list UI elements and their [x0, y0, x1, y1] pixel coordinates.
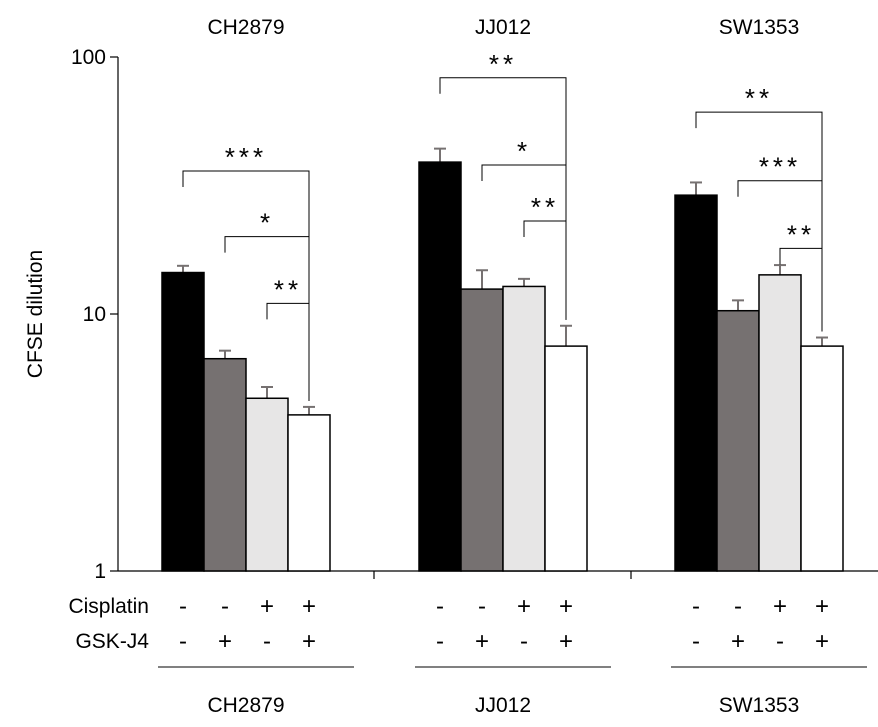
gsk-j4-sign: +	[731, 628, 745, 655]
cisplatin-sign: +	[559, 593, 573, 620]
bar	[544, 345, 588, 572]
significance-label: *	[260, 208, 274, 238]
bar	[245, 397, 289, 572]
gsk-j4-sign: +	[559, 628, 573, 655]
group-title-bottom: CH2879	[207, 694, 284, 717]
bar	[758, 274, 802, 572]
significance-label: ***	[759, 152, 801, 182]
gsk-j4-sign: -	[436, 628, 444, 655]
y-tick-label: 100	[71, 46, 106, 69]
y-tick-label: 10	[83, 303, 106, 326]
significance-label: **	[531, 192, 559, 222]
cisplatin-sign: -	[221, 593, 229, 620]
bar	[674, 194, 718, 572]
bar	[203, 357, 247, 572]
cisplatin-sign: +	[815, 593, 829, 620]
gsk-j4-sign: -	[263, 628, 271, 655]
cisplatin-sign: -	[692, 593, 700, 620]
cisplatin-sign: -	[436, 593, 444, 620]
cisplatin-sign: +	[773, 593, 787, 620]
row-label-gsk-j4: GSK-J4	[75, 630, 149, 653]
significance-label: **	[274, 274, 302, 304]
cisplatin-sign: +	[517, 593, 531, 620]
bar	[161, 271, 205, 572]
gsk-j4-sign: +	[218, 628, 232, 655]
significance-bracket	[266, 302, 310, 401]
group-title-bottom: JJ012	[475, 694, 531, 717]
row-label-cisplatin: Cisplatin	[68, 595, 149, 618]
significance-label: **	[787, 219, 815, 249]
bar	[800, 345, 844, 572]
significance-label: *	[517, 136, 531, 166]
group-title-top: JJ012	[475, 16, 531, 39]
cisplatin-sign: +	[302, 593, 316, 620]
bar	[502, 285, 546, 572]
gsk-j4-sign: -	[520, 628, 528, 655]
cisplatin-sign: -	[478, 593, 486, 620]
gsk-j4-sign: +	[302, 628, 316, 655]
significance-label: ***	[225, 142, 267, 172]
significance-label: **	[745, 83, 773, 113]
group-title-top: SW1353	[719, 16, 800, 39]
gsk-j4-sign: -	[179, 628, 187, 655]
y-tick-label: 1	[94, 560, 106, 583]
significance-label: **	[489, 49, 517, 79]
y-axis-label: CFSE dilution	[24, 250, 47, 378]
cisplatin-sign: -	[734, 593, 742, 620]
gsk-j4-sign: -	[776, 628, 784, 655]
group-title-bottom: SW1353	[719, 694, 800, 717]
bar	[287, 414, 331, 572]
significance-bracket	[523, 220, 567, 320]
bar	[418, 161, 462, 572]
gsk-j4-sign: +	[815, 628, 829, 655]
gsk-j4-sign: +	[475, 628, 489, 655]
significance-bracket	[779, 247, 823, 332]
group-title-top: CH2879	[207, 16, 284, 39]
gsk-j4-sign: -	[692, 628, 700, 655]
cisplatin-sign: -	[179, 593, 187, 620]
bar	[460, 288, 504, 572]
cisplatin-sign: +	[260, 593, 274, 620]
bar	[716, 309, 760, 572]
